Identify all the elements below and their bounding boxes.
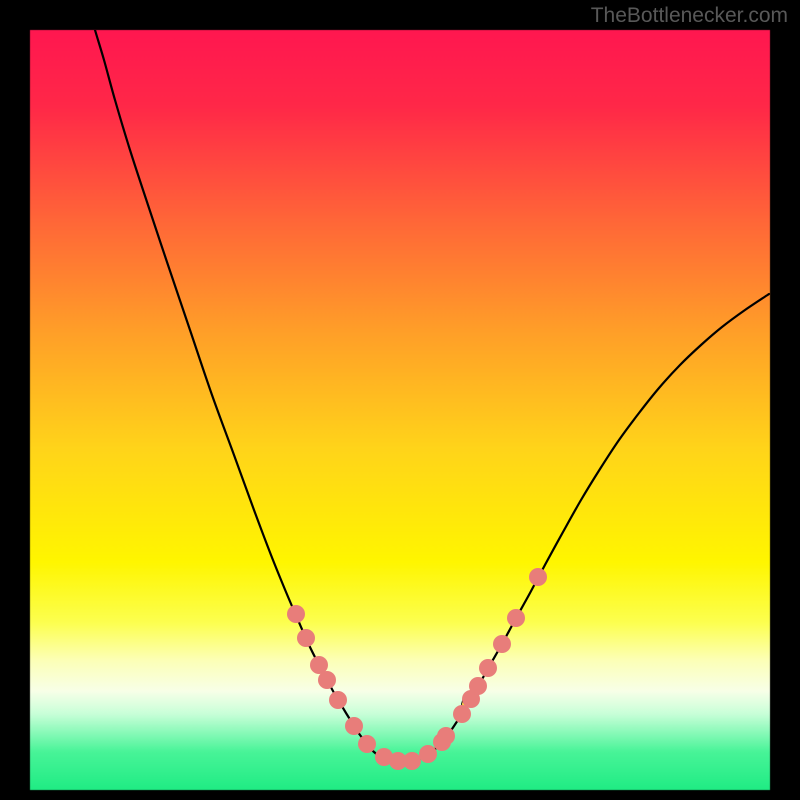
gradient-background bbox=[0, 0, 800, 800]
watermark-text: TheBottlenecker.com bbox=[591, 4, 788, 28]
